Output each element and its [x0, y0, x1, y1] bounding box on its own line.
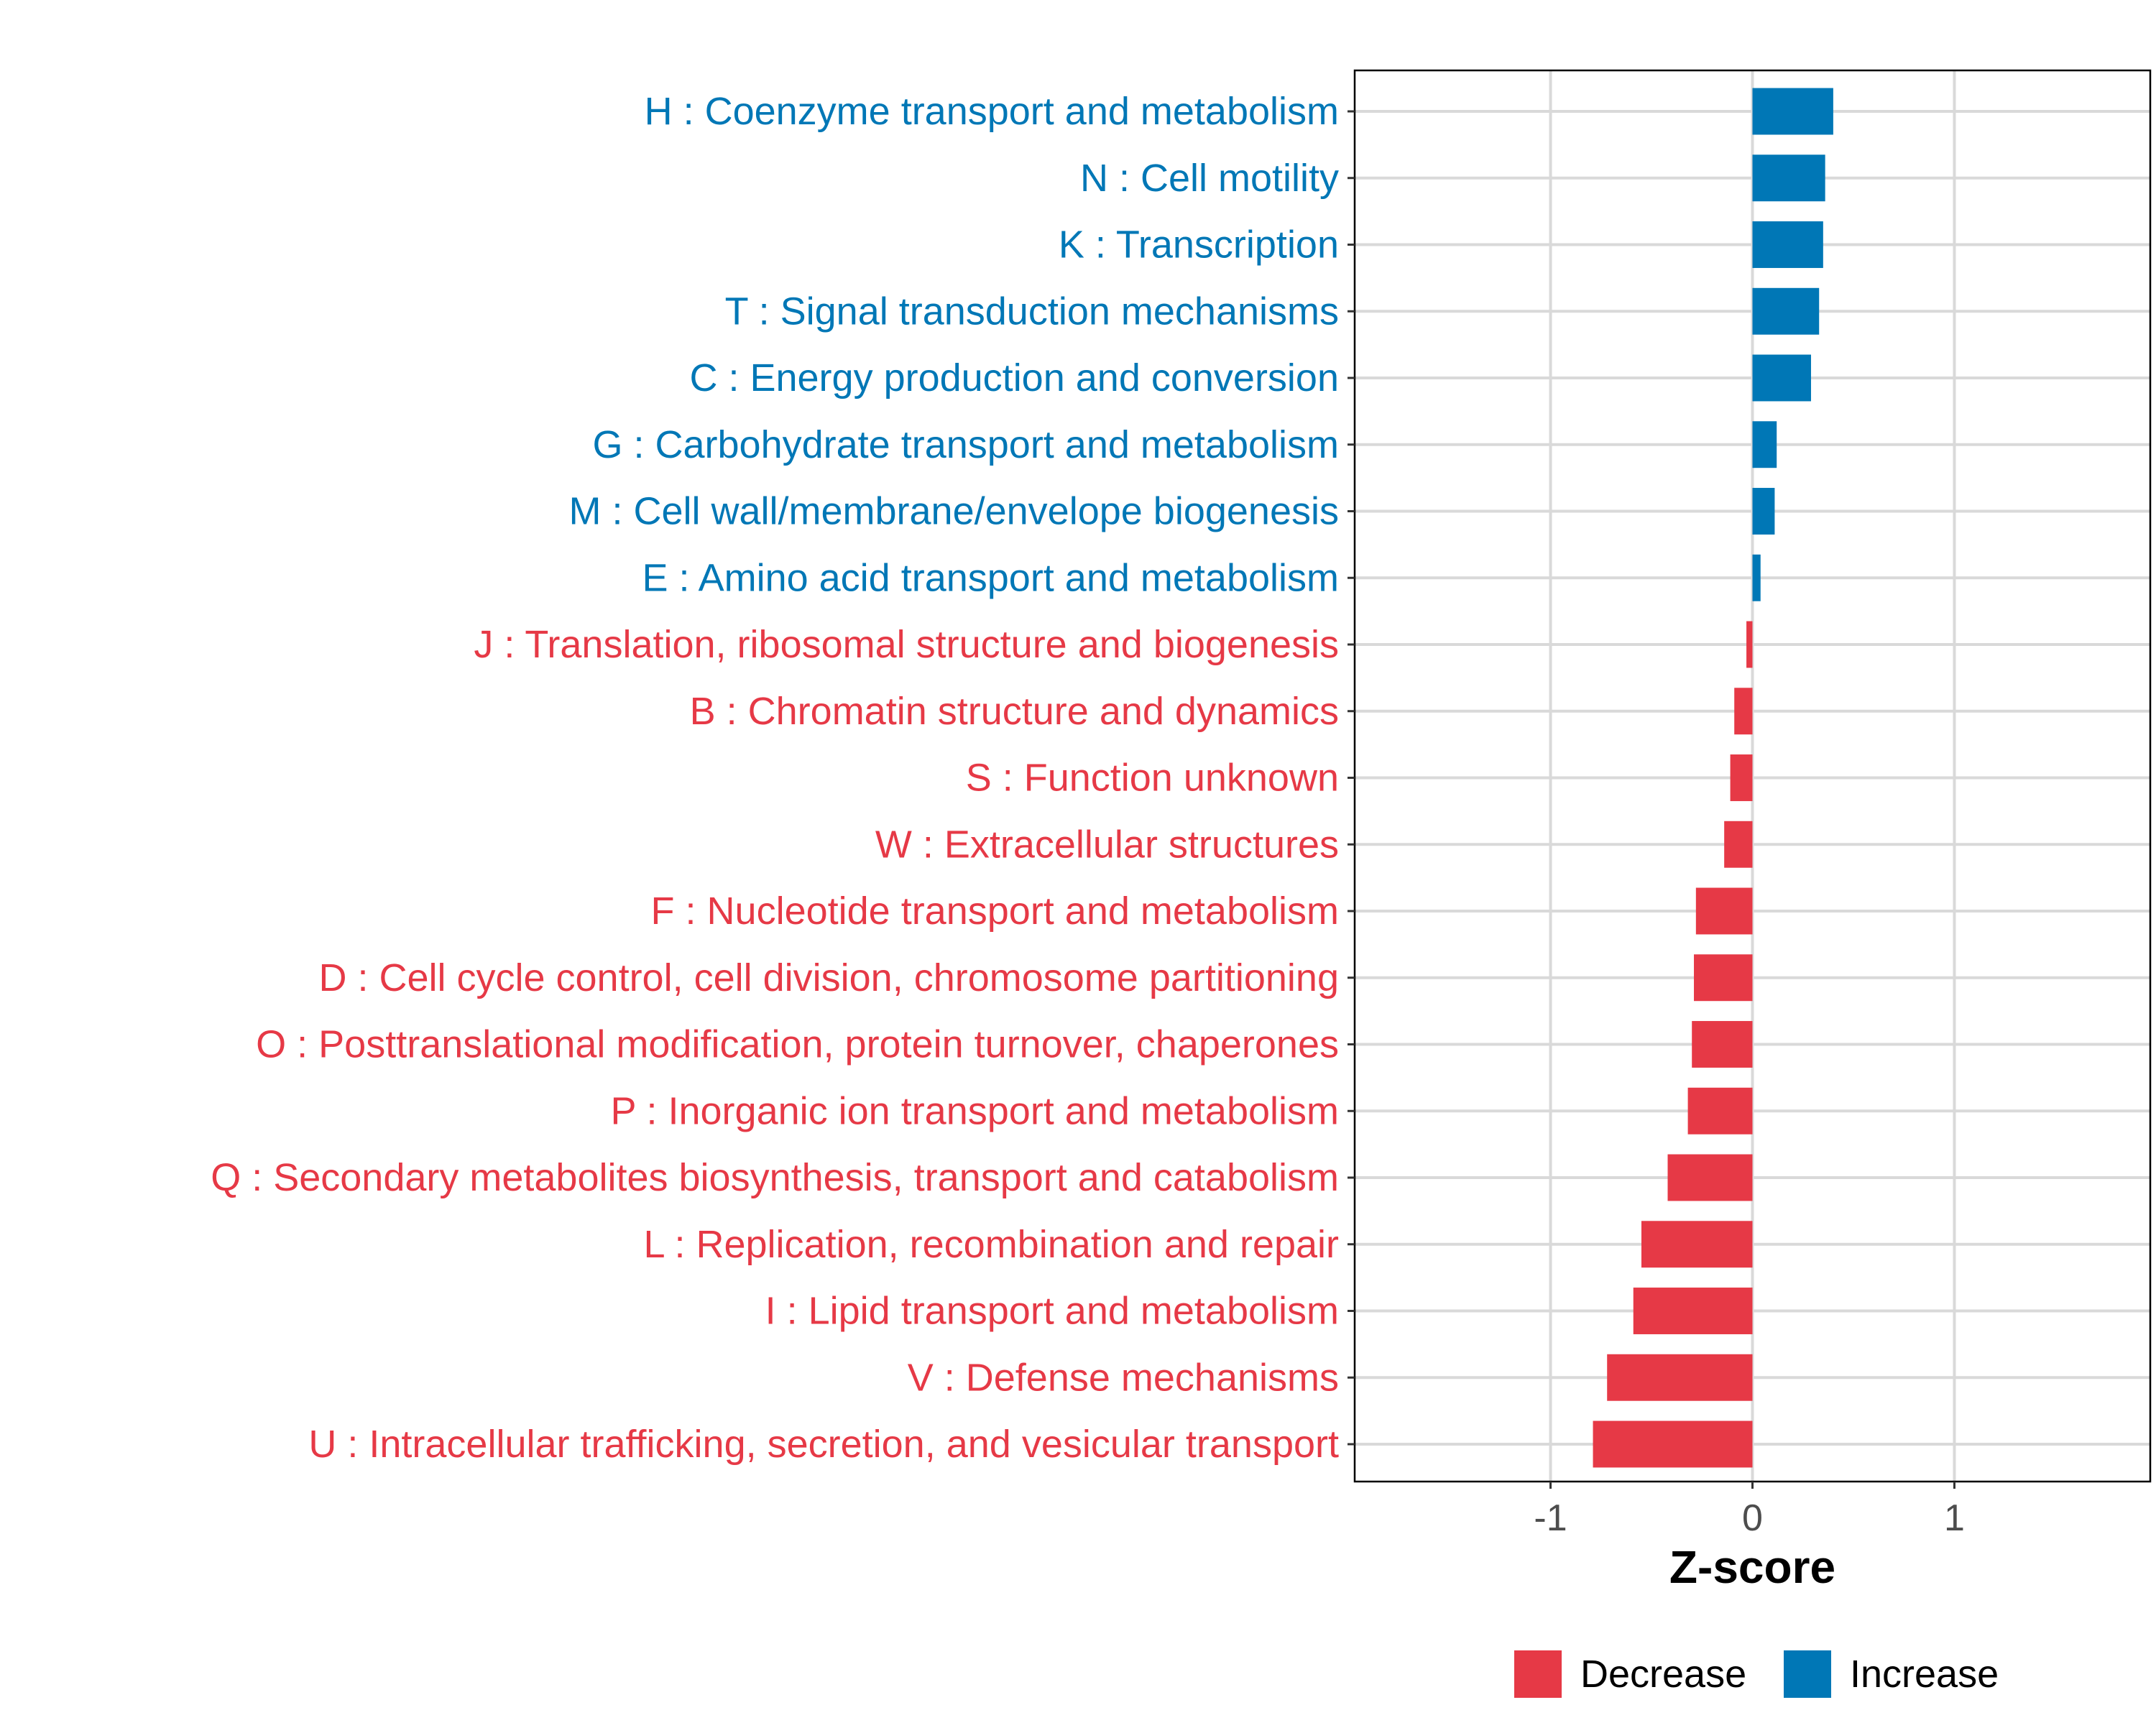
y-tick-label: F : Nucleotide transport and metabolism: [651, 890, 1339, 933]
bar: [1641, 1221, 1753, 1268]
bar: [1692, 1021, 1753, 1068]
x-axis-title: Z-score: [1669, 1541, 1835, 1593]
y-tick-label: V : Defense mechanisms: [908, 1356, 1339, 1399]
x-axis: -1 0 1: [1534, 1482, 1965, 1539]
bar: [1752, 154, 1825, 202]
y-tick-label: Q : Secondary metabolites biosynthesis, …: [211, 1156, 1339, 1199]
y-tick-label: L : Replication, recombination and repai…: [643, 1223, 1339, 1266]
bar: [1752, 354, 1811, 402]
bar: [1633, 1288, 1753, 1334]
bar: [1687, 1087, 1753, 1135]
bar: [1752, 221, 1823, 268]
bar: [1593, 1420, 1753, 1468]
bar: [1752, 88, 1833, 135]
y-tick-label: O : Posttranslational modification, prot…: [256, 1023, 1339, 1066]
y-tick-label: T : Signal transduction mechanisms: [725, 290, 1339, 333]
legend: Decrease Increase: [1514, 1650, 1999, 1698]
bar: [1752, 488, 1775, 535]
bar-layer: [1593, 88, 1833, 1468]
bar: [1694, 954, 1753, 1002]
y-tick-label: E : Amino acid transport and metabolism: [642, 556, 1339, 599]
y-tick-label: I : Lipid transport and metabolism: [765, 1290, 1339, 1333]
bar: [1752, 421, 1777, 468]
x-tick-label: 1: [1944, 1497, 1965, 1539]
legend-label: Increase: [1850, 1653, 1999, 1696]
y-tick-label: C : Energy production and conversion: [689, 356, 1339, 399]
y-tick-label: U : Intracellular trafficking, secretion…: [308, 1423, 1339, 1466]
bar: [1730, 754, 1753, 801]
y-tick-label: B : Chromatin structure and dynamics: [690, 690, 1339, 733]
y-tick-label: P : Inorganic ion transport and metaboli…: [610, 1089, 1339, 1132]
y-tick-label: D : Cell cycle control, cell division, c…: [318, 956, 1339, 999]
y-axis: H : Coenzyme transport and metabolism N :…: [211, 90, 1355, 1466]
bar: [1752, 554, 1761, 601]
bar: [1746, 621, 1753, 668]
y-tick-label: S : Function unknown: [966, 757, 1339, 800]
y-tick-label: K : Transcription: [1059, 223, 1339, 267]
y-tick-label: M : Cell wall/membrane/envelope biogenes…: [568, 490, 1339, 533]
bar: [1752, 287, 1820, 335]
x-tick-label: -1: [1534, 1497, 1567, 1539]
y-tick-label: G : Carbohydrate transport and metabolis…: [593, 423, 1340, 466]
bar: [1724, 821, 1753, 868]
bar: [1607, 1354, 1753, 1401]
y-tick-label: H : Coenzyme transport and metabolism: [645, 90, 1339, 133]
legend-label: Decrease: [1580, 1653, 1746, 1696]
y-tick-label: W : Extracellular structures: [875, 823, 1339, 866]
bar: [1667, 1154, 1753, 1201]
legend-swatch: [1784, 1650, 1831, 1698]
y-tick-label: N : Cell motility: [1080, 157, 1339, 200]
bar: [1695, 887, 1753, 935]
y-tick-label: J : Translation, ribosomal structure and…: [474, 623, 1339, 666]
x-tick-label: 0: [1742, 1497, 1763, 1539]
bar: [1734, 688, 1753, 735]
legend-swatch: [1514, 1650, 1562, 1698]
